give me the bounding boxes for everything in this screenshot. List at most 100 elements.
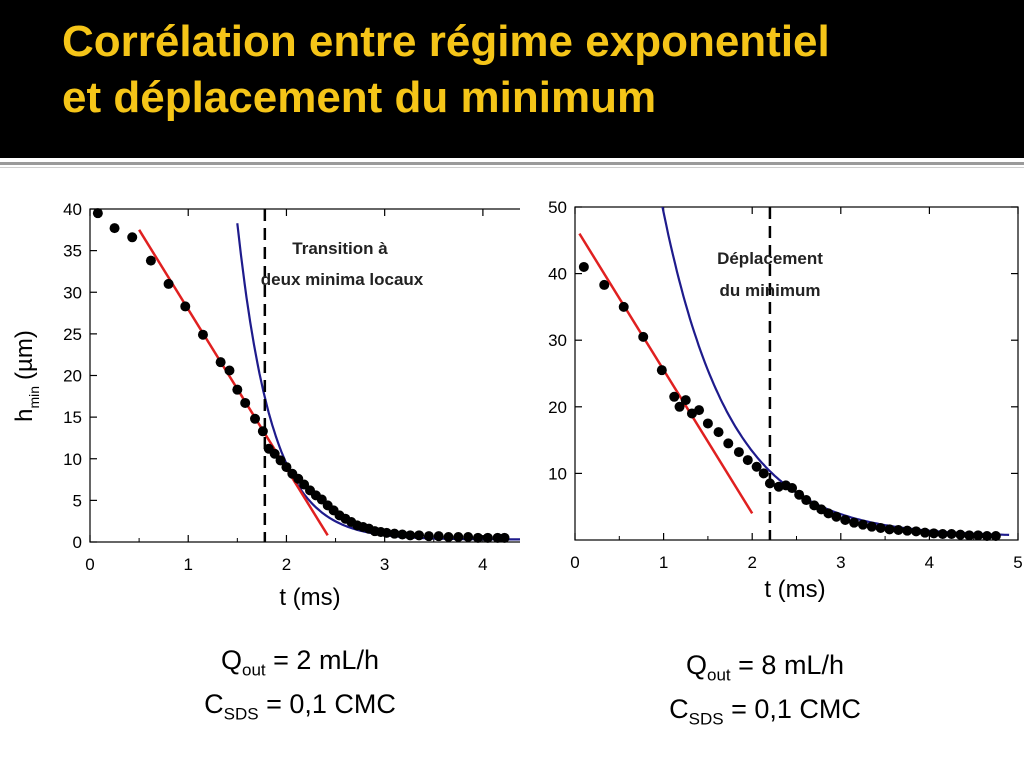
data-point [240,397,251,408]
data-point [919,527,930,538]
data-point [463,532,474,543]
exp-fit-layer [661,207,1010,536]
data-point [499,532,510,543]
y-label-main: h [11,409,38,422]
flow-symbol: Q [686,650,708,680]
data-point [397,529,408,540]
data-point [964,530,975,541]
flow-symbol: Q [221,645,243,675]
conc-value: = 0,1 CMC [723,694,861,725]
data-point [787,483,798,494]
data-point [694,405,705,416]
data-point [794,489,805,500]
y-tick-label: 35 [63,242,82,261]
data-point [893,525,904,536]
flow-value: = 8 mL/h [730,650,844,680]
data-point [946,529,957,540]
y-tick-labels: 10 20 30 40 50 [548,198,567,483]
x-tick-label: 5 [1013,553,1022,572]
data-points [92,208,510,543]
data-point [405,530,416,541]
y-tick-label: 40 [548,265,567,284]
x-tick-label: 2 [282,555,291,574]
data-point [257,426,268,437]
data-point [180,301,191,312]
y-label-sub: min [26,386,42,409]
data-point [674,401,685,412]
data-point [733,447,744,458]
data-point [955,529,966,540]
flow-rate-line: Qout = 2 mL/h [150,643,450,687]
data-point [840,515,851,526]
data-point [857,519,868,530]
data-point [389,528,400,539]
y-tick-label: 40 [63,200,82,219]
data-point [109,223,120,234]
data-point [232,384,243,395]
data-point [981,531,992,542]
chart-right: 10 20 30 40 50 0 1 2 3 4 5 Déplacement du minimum… [548,198,1023,603]
slide-title: Corrélation entre régime exponentiel et … [62,14,1002,126]
data-point [414,530,425,541]
x-tick-label: 3 [836,553,845,572]
annotation-line-1: Déplacement [717,249,823,268]
data-point [702,418,713,429]
y-tick-label: 10 [63,450,82,469]
data-point [849,517,860,528]
y-tick-label: 15 [63,408,82,427]
x-tick-label: 4 [925,553,934,572]
data-point [127,232,138,243]
title-line-1: Corrélation entre régime exponentiel [62,17,830,66]
data-point [433,531,444,542]
x-tick-label: 0 [85,555,94,574]
x-axis-label: t (ms) [279,584,340,611]
y-tick-label: 30 [548,331,567,350]
data-point [875,523,886,534]
data-point [443,532,454,543]
title-bar [0,0,1024,158]
data-point [902,525,913,536]
data-points [578,261,1001,542]
exp-fit-curve [661,207,1010,536]
data-point [163,278,174,289]
data-point [758,468,769,479]
data-point [823,508,834,519]
data-point [281,462,292,473]
data-point [482,532,493,543]
linear-fit-line [578,232,754,515]
title-divider [0,162,1024,165]
data-point [928,528,939,539]
y-tick-label: 5 [73,491,82,510]
x-tick-label: 1 [183,555,192,574]
data-point [884,524,895,535]
title-line-2: et déplacement du minimum [62,73,657,122]
data-point [680,395,691,406]
y-tick-label: 20 [548,398,567,417]
x-tick-labels: 0 1 2 3 4 5 [570,553,1022,572]
data-point [618,301,629,312]
x-tick-label: 0 [570,553,579,572]
flow-value: = 2 mL/h [265,645,379,675]
caption-right: Qout = 8 mL/h CSDS = 0,1 CMC [615,648,915,737]
annotation-line-2: du minimum [719,281,820,300]
data-point [751,461,762,472]
data-point [453,532,464,543]
y-tick-labels: 0 5 10 15 20 25 30 35 40 [63,200,82,552]
flow-subscript: out [242,660,266,680]
data-point [638,331,649,342]
concentration-line: CSDS = 0,1 CMC [150,687,450,731]
data-point [250,413,261,424]
data-point [197,329,208,340]
y-tick-label: 0 [73,533,82,552]
x-tick-label: 3 [380,555,389,574]
y-label-unit: (µm) [11,330,38,380]
data-point [92,208,103,219]
data-point [866,521,877,532]
linear-fit-layer [578,232,754,515]
data-point [215,357,226,368]
conc-symbol: C [669,694,689,725]
data-point [937,529,948,540]
data-point [669,391,680,402]
conc-symbol: C [204,689,224,720]
data-point [599,279,610,290]
